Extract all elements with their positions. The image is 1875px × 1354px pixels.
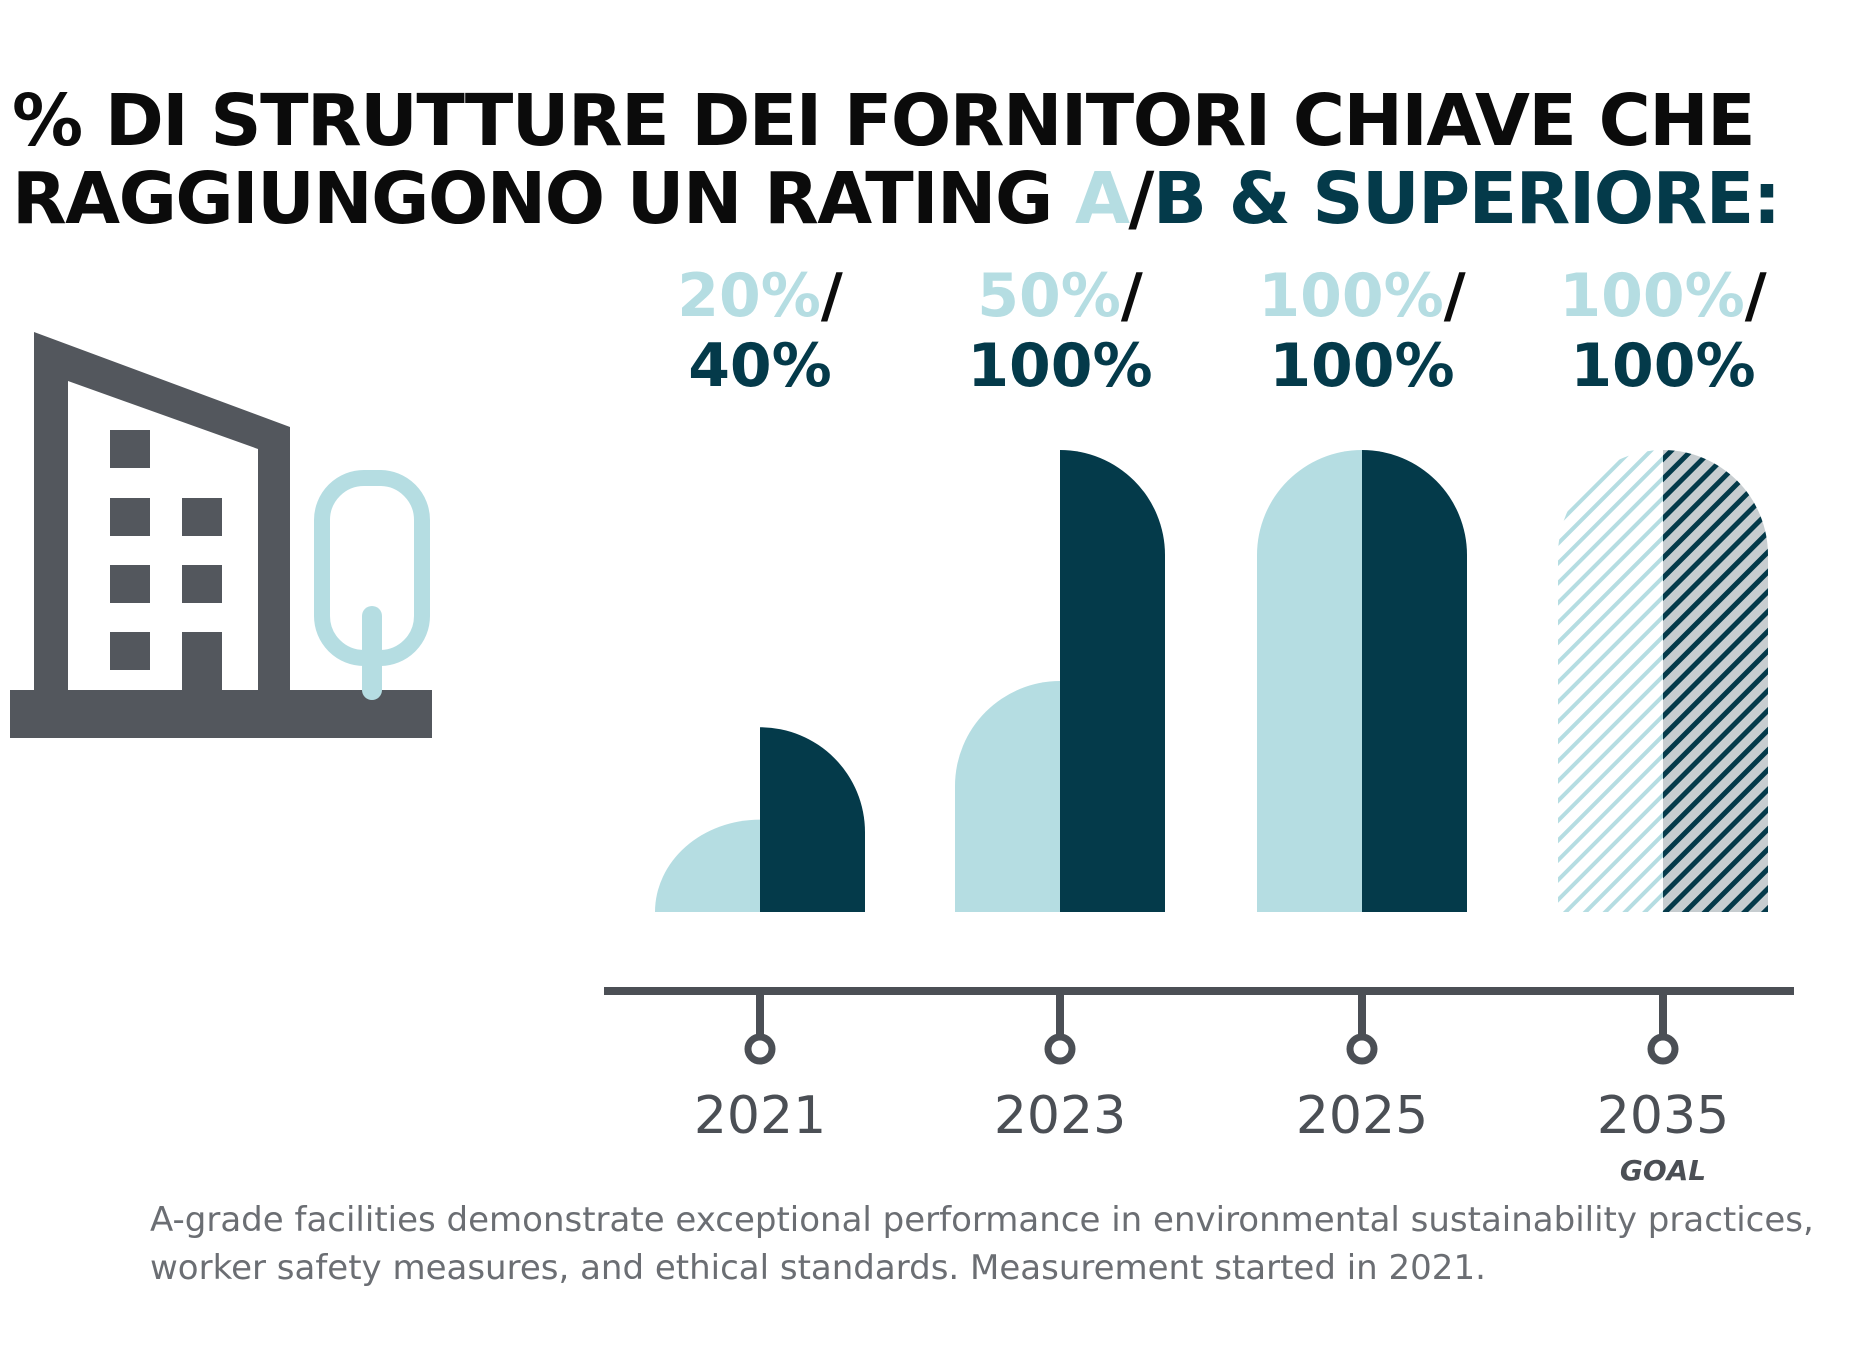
b-label-2021: 40% <box>688 331 832 401</box>
year-label-2023: 2023 <box>994 1086 1126 1146</box>
a-label-2025: 100% <box>1258 261 1443 331</box>
label-line-2025: 100%/ <box>1258 261 1465 331</box>
b-label-2025: 100% <box>1269 331 1454 401</box>
year-label-2025: 2025 <box>1296 1086 1428 1146</box>
title-line-1: % DI STRUTTURE DEI FORNITORI CHIAVE CHE <box>12 79 1756 162</box>
bar-b-2021 <box>760 727 865 912</box>
tick-marker-2021 <box>744 1033 776 1065</box>
tick-marker-2035 <box>1647 1033 1679 1065</box>
separator-2023: / <box>1121 261 1143 331</box>
b-label-2035: 100% <box>1570 331 1755 401</box>
title-a-grade: A <box>1074 157 1130 240</box>
tick-marker-2025 <box>1346 1033 1378 1065</box>
bar-a-2035 <box>1558 450 1663 912</box>
chart-title: % DI STRUTTURE DEI FORNITORI CHIAVE CHE … <box>12 82 1872 238</box>
a-label-2021: 20% <box>677 261 821 331</box>
separator-2025: / <box>1444 261 1466 331</box>
label-line-2035: 100%/ <box>1559 261 1766 331</box>
title-line-2-prefix: RAGGIUNGONO UN RATING <box>12 157 1075 240</box>
year-label-2021: 2021 <box>694 1086 826 1146</box>
tree-icon <box>314 470 430 700</box>
a-label-2023: 50% <box>977 261 1121 331</box>
separator-2021: / <box>821 261 843 331</box>
timeline-ticks <box>744 991 1679 1065</box>
bar-b-2023 <box>1060 450 1165 912</box>
tick-marker-2023 <box>1044 1033 1076 1065</box>
separator-2035: / <box>1745 261 1767 331</box>
bar-b-2035 <box>1663 450 1768 912</box>
building-icon <box>10 332 432 738</box>
label-line-2023: 50%/ <box>977 261 1143 331</box>
a-label-2035: 100% <box>1559 261 1744 331</box>
value-labels: 20%/ 40% 50%/ 100% 100%/ 100% 100%/ 100% <box>677 261 1767 401</box>
year-label-2035: 2035 <box>1597 1086 1729 1146</box>
b-label-2023: 100% <box>967 331 1152 401</box>
bar-a-2025 <box>1257 450 1362 912</box>
title-separator: / <box>1128 157 1154 240</box>
goal-label: GOAL <box>1620 1154 1706 1187</box>
label-line-2021: 20%/ <box>677 261 843 331</box>
bars-group <box>655 450 1768 912</box>
year-labels: 2021 2023 2025 2035 <box>694 1086 1729 1146</box>
bar-a-2023 <box>955 681 1060 912</box>
footnote: A-grade facilities demonstrate exception… <box>150 1200 1814 1288</box>
title-b-grade: B & SUPERIORE: <box>1152 157 1781 240</box>
bar-b-2025 <box>1362 450 1467 912</box>
bar-a-2021 <box>655 819 760 912</box>
